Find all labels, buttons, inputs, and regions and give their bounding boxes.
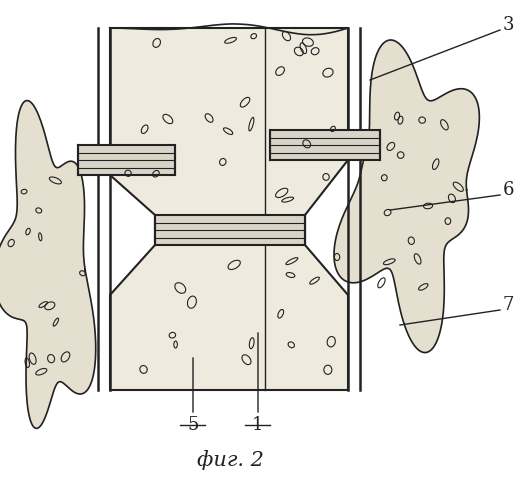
- Text: 1: 1: [252, 416, 264, 434]
- Text: 7: 7: [502, 296, 513, 314]
- Text: 6: 6: [502, 181, 514, 199]
- Polygon shape: [110, 28, 348, 390]
- Polygon shape: [0, 100, 96, 428]
- Text: фиг. 2: фиг. 2: [196, 450, 263, 470]
- Polygon shape: [155, 215, 305, 245]
- Text: 5: 5: [187, 416, 199, 434]
- Text: 3: 3: [502, 16, 514, 34]
- Polygon shape: [334, 40, 479, 352]
- Polygon shape: [270, 130, 380, 160]
- Polygon shape: [78, 145, 175, 175]
